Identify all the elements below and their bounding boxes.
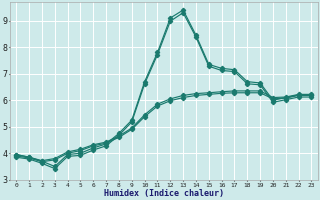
- X-axis label: Humidex (Indice chaleur): Humidex (Indice chaleur): [104, 189, 224, 198]
